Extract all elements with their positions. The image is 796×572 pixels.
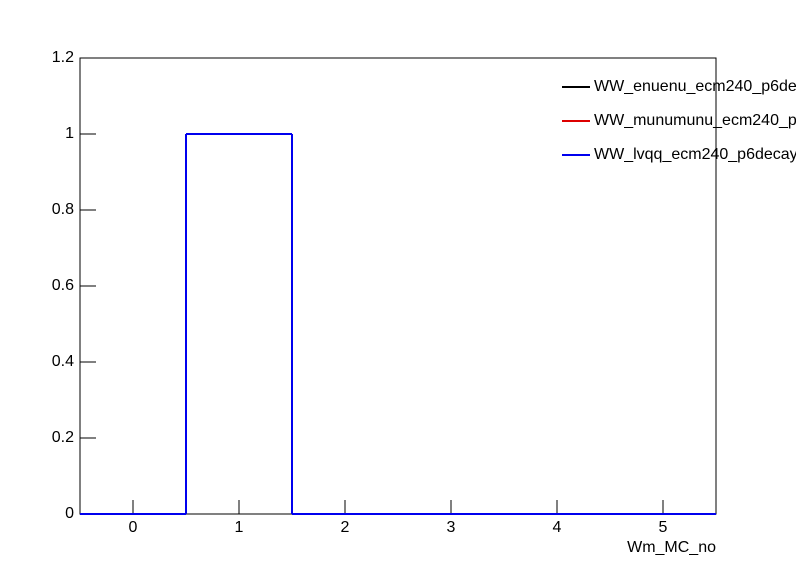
x-tick-label: 2 [341, 519, 350, 536]
legend-label: WW_lvqq_ecm240_p6decay [594, 146, 796, 163]
legend-label: WW_munumunu_ecm240_p [594, 112, 796, 129]
x-tick-label: 3 [447, 519, 456, 536]
x-tick-label: 0 [129, 519, 138, 536]
y-tick-label: 0.8 [52, 201, 74, 218]
x-tick-label: 5 [659, 519, 668, 536]
y-tick-label: 1.2 [52, 49, 74, 66]
y-tick-label: 0.6 [52, 277, 74, 294]
y-tick-label: 1 [65, 125, 74, 142]
x-tick-label: 4 [553, 519, 562, 536]
legend-label: WW_enuenu_ecm240_p6de [594, 78, 796, 95]
y-tick-label: 0 [65, 505, 74, 522]
x-axis-label: Wm_MC_no [627, 539, 716, 556]
x-tick-label: 1 [235, 519, 244, 536]
y-tick-label: 0.2 [52, 429, 74, 446]
y-tick-label: 0.4 [52, 353, 74, 370]
